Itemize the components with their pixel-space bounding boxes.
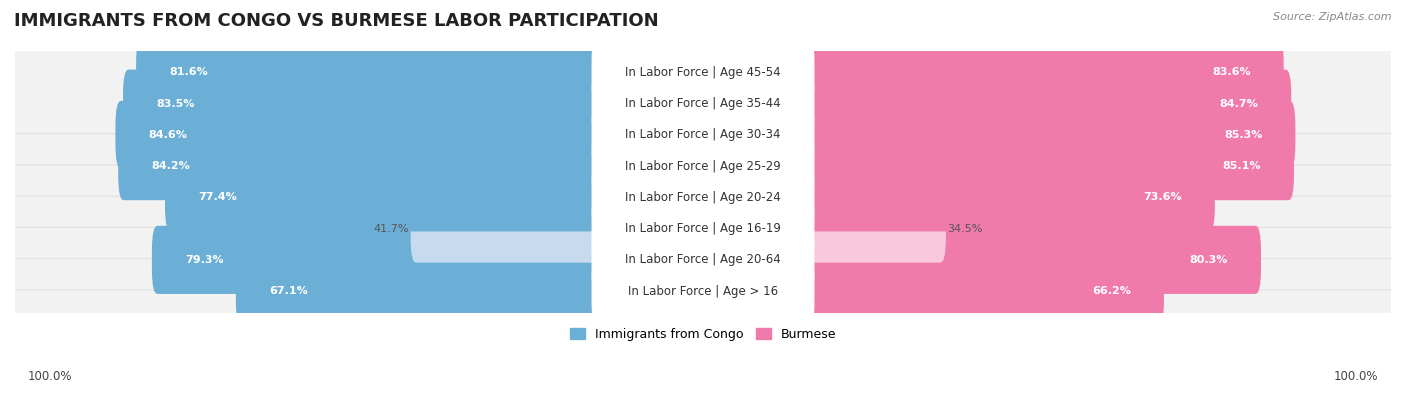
Text: In Labor Force | Age 20-64: In Labor Force | Age 20-64 [626,253,780,266]
Text: In Labor Force | Age 20-24: In Labor Force | Age 20-24 [626,191,780,204]
FancyBboxPatch shape [592,26,814,119]
FancyBboxPatch shape [411,195,709,263]
FancyBboxPatch shape [697,163,1215,231]
Text: Source: ZipAtlas.com: Source: ZipAtlas.com [1274,12,1392,22]
FancyBboxPatch shape [592,245,814,338]
Text: In Labor Force | Age 25-29: In Labor Force | Age 25-29 [626,160,780,173]
FancyBboxPatch shape [4,136,1402,259]
Text: In Labor Force | Age 30-34: In Labor Force | Age 30-34 [626,128,780,141]
Text: 85.1%: 85.1% [1222,161,1261,171]
FancyBboxPatch shape [165,163,709,231]
FancyBboxPatch shape [4,230,1402,352]
Text: In Labor Force | Age 16-19: In Labor Force | Age 16-19 [626,222,780,235]
FancyBboxPatch shape [4,42,1402,165]
FancyBboxPatch shape [697,101,1295,169]
FancyBboxPatch shape [697,195,946,263]
FancyBboxPatch shape [697,38,1284,107]
Text: 41.7%: 41.7% [374,224,409,233]
Text: 79.3%: 79.3% [186,255,224,265]
FancyBboxPatch shape [152,226,709,294]
FancyBboxPatch shape [4,167,1402,290]
FancyBboxPatch shape [4,105,1402,228]
FancyBboxPatch shape [592,57,814,150]
Legend: Immigrants from Congo, Burmese: Immigrants from Congo, Burmese [565,323,841,346]
Text: 100.0%: 100.0% [28,370,73,383]
FancyBboxPatch shape [592,182,814,275]
Text: In Labor Force | Age > 16: In Labor Force | Age > 16 [628,285,778,297]
FancyBboxPatch shape [697,70,1291,138]
FancyBboxPatch shape [4,11,1402,134]
Text: IMMIGRANTS FROM CONGO VS BURMESE LABOR PARTICIPATION: IMMIGRANTS FROM CONGO VS BURMESE LABOR P… [14,12,658,30]
FancyBboxPatch shape [115,101,709,169]
Text: 34.5%: 34.5% [948,224,983,233]
Text: 84.6%: 84.6% [149,130,187,140]
Text: 67.1%: 67.1% [269,286,308,296]
FancyBboxPatch shape [118,132,709,200]
Text: 66.2%: 66.2% [1092,286,1130,296]
FancyBboxPatch shape [592,151,814,244]
FancyBboxPatch shape [697,257,1164,325]
Text: 85.3%: 85.3% [1225,130,1263,140]
Text: 83.5%: 83.5% [156,99,194,109]
FancyBboxPatch shape [592,120,814,213]
Text: 80.3%: 80.3% [1189,255,1227,265]
Text: 83.6%: 83.6% [1212,68,1251,77]
FancyBboxPatch shape [697,226,1261,294]
FancyBboxPatch shape [592,88,814,181]
Text: In Labor Force | Age 45-54: In Labor Force | Age 45-54 [626,66,780,79]
FancyBboxPatch shape [4,199,1402,321]
Text: 84.2%: 84.2% [152,161,190,171]
Text: 81.6%: 81.6% [169,68,208,77]
Text: 84.7%: 84.7% [1219,99,1258,109]
FancyBboxPatch shape [236,257,709,325]
Text: 73.6%: 73.6% [1143,192,1182,202]
Text: 100.0%: 100.0% [1333,370,1378,383]
Text: In Labor Force | Age 35-44: In Labor Force | Age 35-44 [626,97,780,110]
FancyBboxPatch shape [136,38,709,107]
FancyBboxPatch shape [592,213,814,307]
FancyBboxPatch shape [697,132,1294,200]
FancyBboxPatch shape [4,74,1402,196]
FancyBboxPatch shape [122,70,709,138]
Text: 77.4%: 77.4% [198,192,236,202]
